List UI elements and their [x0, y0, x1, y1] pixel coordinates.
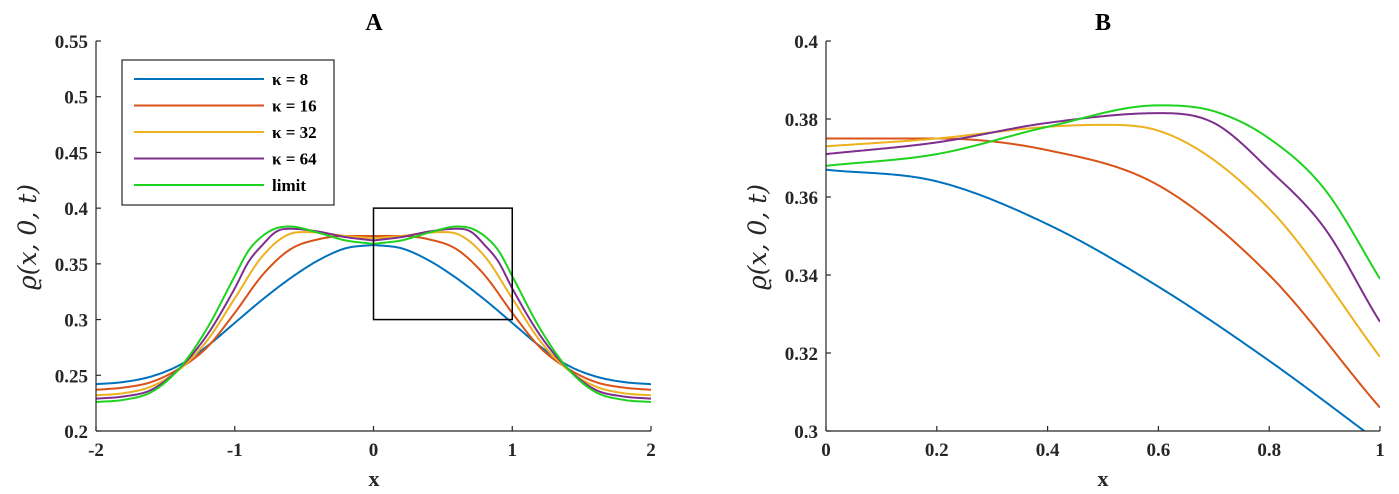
panel-b-y-tick-label: 0.32	[785, 344, 818, 365]
panel-a-y-tick-label: 0.55	[55, 32, 88, 53]
legend-label: κ = 16	[272, 97, 317, 116]
panel-b-series-line-1	[826, 168, 1366, 431]
panel-a-x-tick-label: -1	[227, 440, 243, 461]
legend-label: κ = 64	[272, 150, 317, 169]
panel-a-y-tick-label: 0.25	[55, 366, 88, 387]
panel-b-x-axis-label: x	[1098, 466, 1109, 491]
panel-b-y-axis-label: ϱ(x, 0, t)	[743, 184, 772, 290]
panel-b-series-line-3	[826, 123, 1380, 358]
panel-b-series-line-5	[826, 104, 1380, 280]
panel-b-y-tick-label: 0.36	[785, 188, 818, 209]
panel-a-title: A	[365, 10, 383, 36]
panel-b-plot-area: 0 0.2 0.4 0.6 0.8 1 0.3 0.32 0.34 0.36 0.38 0.4	[785, 32, 1385, 461]
panel-b-x-tick-label: 0.2	[925, 440, 949, 461]
panel-a-y-tick-label: 0.3	[64, 311, 88, 332]
panel-b-y-tick-label: 0.38	[785, 110, 818, 131]
panel-a-y-tick-label: 0.45	[55, 143, 88, 164]
legend: κ = 8 κ = 16 κ = 32 κ = 64 limit	[121, 59, 335, 206]
panel-a-y-tick-label: 0.2	[64, 422, 88, 443]
panel-b-series-line-4	[826, 112, 1380, 323]
panel-a-y-tick-label: 0.35	[55, 255, 88, 276]
panel-a-x-tick-label: -2	[88, 440, 104, 461]
panel-a-y-tick-label: 0.4	[64, 199, 88, 220]
legend-label: κ = 32	[272, 123, 317, 142]
panel-b-x-tick-label: 0.4	[1036, 440, 1060, 461]
zoom-box	[372, 207, 513, 321]
panel-a: A -2 -1 0 1 2 0.2 0.25 0.3 0.35 0.4 0.45 0.5 0.55 κ =…	[13, 10, 656, 491]
panel-a-x-tick-label: 1	[508, 440, 518, 461]
panel-a-y-axis-label: ϱ(x, 0, t)	[13, 184, 42, 290]
legend-label: κ = 8	[272, 70, 308, 89]
panel-b-y-tick-label: 0.34	[785, 266, 819, 287]
panel-a-plot-area: -2 -1 0 1 2 0.2 0.25 0.3 0.35 0.4 0.45 0.5 0.55 κ = 8…	[55, 32, 656, 461]
panel-a-x-tick-label: 2	[646, 440, 656, 461]
panel-b-y-tick-label: 0.4	[794, 32, 818, 53]
panel-a-y-tick-label: 0.5	[64, 88, 88, 109]
panel-b: B 0 0.2 0.4 0.6 0.8 1 0.3 0.32 0.34 0.36 0.38 0.4 x…	[743, 10, 1385, 491]
panel-b-x-tick-label: 1	[1375, 440, 1385, 461]
panel-b-x-tick-label: 0.6	[1147, 440, 1171, 461]
panel-a-x-axis-label: x	[369, 466, 380, 491]
panel-b-y-tick-label: 0.3	[794, 422, 818, 443]
panel-b-title: B	[1095, 10, 1111, 36]
panel-a-x-tick-label: 0	[369, 440, 379, 461]
panel-b-x-tick-label: 0	[821, 440, 831, 461]
panel-b-series-line-2	[826, 137, 1380, 409]
panel-b-x-tick-label: 0.8	[1257, 440, 1281, 461]
legend-label: limit	[272, 176, 306, 195]
